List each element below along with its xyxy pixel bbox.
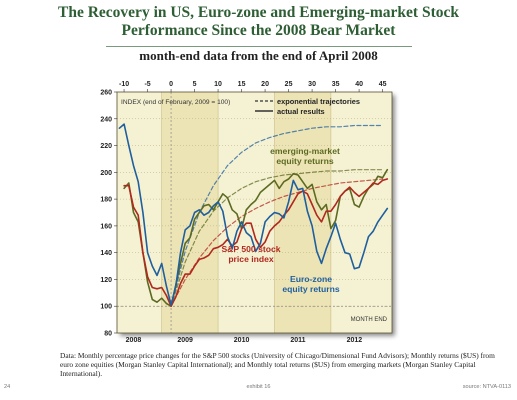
top-tick-label: 30 bbox=[308, 81, 316, 88]
emerging-annotation-line-2: equity returns bbox=[276, 156, 334, 166]
eurozone-actual-line bbox=[118, 123, 389, 306]
y-tick-label: 100 bbox=[100, 304, 112, 311]
year-label: 2011 bbox=[290, 337, 305, 344]
legend-solid-label: actual results bbox=[277, 107, 325, 116]
y-tick-label: 240 bbox=[100, 116, 112, 123]
us-annotation: S&P 500 stock price index bbox=[221, 244, 280, 264]
exhibit-label: exhibit 16 bbox=[246, 384, 271, 390]
reference-lines bbox=[117, 92, 392, 333]
us-actual-line bbox=[123, 178, 389, 308]
series-layer bbox=[118, 123, 389, 308]
emerging-annotation: emerging-market equity returns bbox=[270, 146, 340, 166]
y-tick-label: 180 bbox=[100, 197, 112, 204]
year-label: 2008 bbox=[126, 337, 142, 344]
us-annotation-line-1: S&P 500 stock bbox=[221, 244, 280, 254]
year-label: 2012 bbox=[347, 337, 363, 344]
source-label: source: NTVA-0113 bbox=[462, 384, 511, 390]
y-tick-label: 200 bbox=[100, 170, 112, 177]
eurozone-annotation-line-1: Euro-zone bbox=[290, 274, 332, 284]
eurozone-annotation: Euro-zone equity returns bbox=[282, 274, 340, 294]
us-annotation-line-2: price index bbox=[228, 254, 274, 264]
eurozone-exponential-trajectory-line bbox=[170, 124, 384, 307]
legend-dashed-label: exponential trajectories bbox=[277, 97, 360, 106]
top-tick-label: 35 bbox=[332, 81, 340, 88]
y-tick-label: 80 bbox=[104, 331, 112, 338]
eurozone-annotation-line-2: equity returns bbox=[282, 284, 340, 294]
year-label: 2009 bbox=[177, 337, 193, 344]
emerging-annotation-line-1: emerging-market bbox=[270, 146, 340, 156]
index-label: INDEX (end of February, 2009 = 100) bbox=[121, 99, 230, 106]
chart-subtitle: month-end data from the end of April 200… bbox=[139, 48, 378, 63]
top-tick-label: 45 bbox=[379, 81, 387, 88]
y-tick-label: 140 bbox=[100, 250, 112, 257]
top-tick-label: 25 bbox=[285, 81, 293, 88]
emerging-exponential-trajectory-line bbox=[170, 169, 384, 307]
us-exponential-trajectory-line bbox=[170, 178, 384, 307]
legend: exponential trajectories actual results bbox=[255, 97, 360, 116]
plot-border bbox=[116, 91, 393, 334]
y-tick-label: 120 bbox=[100, 277, 112, 284]
month-end-label: MONTH END bbox=[351, 317, 388, 323]
year-label: 2010 bbox=[234, 337, 250, 344]
plot-frame-shadow bbox=[117, 92, 392, 333]
top-tick-label: 0 bbox=[169, 81, 173, 88]
title-line-1: The Recovery in US, Euro-zone and Emergi… bbox=[58, 4, 459, 21]
top-tick-label: -5 bbox=[144, 81, 150, 88]
top-tick-label: 10 bbox=[214, 81, 222, 88]
chart-labels: INDEX (end of February, 2009 = 100) MONT… bbox=[121, 97, 388, 323]
top-tick-label: 15 bbox=[238, 81, 246, 88]
page-number: 24 bbox=[4, 384, 11, 390]
top-tick-label: 20 bbox=[261, 81, 269, 88]
y-tick-label: 260 bbox=[100, 90, 112, 97]
data-source-note: Data: Monthly percentage price changes f… bbox=[60, 351, 495, 378]
chart-title: The Recovery in US, Euro-zone and Emergi… bbox=[0, 4, 517, 40]
top-tick-label: 40 bbox=[355, 81, 363, 88]
top-tick-label: -10 bbox=[119, 81, 129, 88]
title-divider bbox=[106, 46, 412, 47]
title-line-2: Performance Since the 2008 Bear Market bbox=[121, 22, 396, 39]
y-tick-label: 220 bbox=[100, 143, 112, 150]
year-band bbox=[274, 92, 331, 333]
axes: 80 100 120 140 160 180 200 220 240 260 -10 -5 0 5 10 15… bbox=[100, 81, 386, 344]
top-tick-label: 5 bbox=[193, 81, 197, 88]
y-tick-label: 160 bbox=[100, 223, 112, 230]
